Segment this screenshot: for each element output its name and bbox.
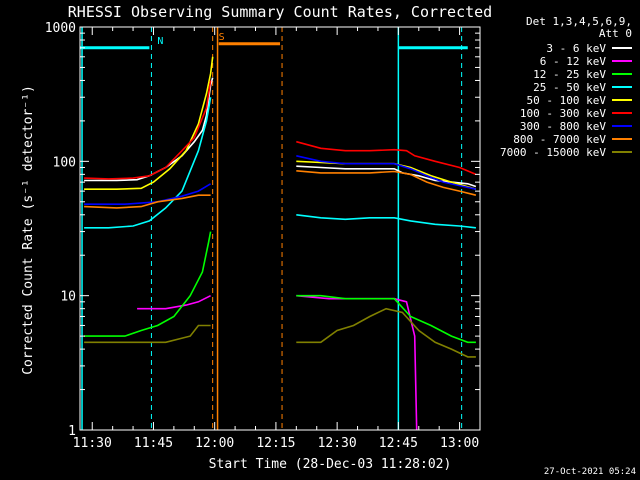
x-tick-label: 11:30 (73, 436, 112, 451)
legend-entry-label: 25 - 50 keV (533, 81, 606, 94)
x-axis-label: Start Time (28-Dec-03 11:28:02) (209, 457, 452, 472)
legend-entry-label: 3 - 6 keV (546, 42, 606, 55)
footer-timestamp: 27-Oct-2021 05:24 (544, 467, 636, 477)
y-tick-label: 10 (60, 290, 76, 305)
legend-header-line: Att 0 (599, 27, 632, 40)
legend-entry-label: 100 - 300 keV (520, 107, 606, 120)
night-bar-label: N (157, 36, 163, 47)
series-line-800-7000-kev-kev (84, 170, 477, 209)
series-line-25-50-kev-kev (84, 97, 476, 229)
series-line-100-300-kev-kev (84, 80, 477, 180)
series-layer (84, 56, 477, 431)
series-line-7000-15000-kev-kev (84, 307, 476, 358)
x-tick-label: 12:45 (379, 436, 418, 451)
chart-title: RHESSI Observing Summary Count Rates, Co… (68, 3, 492, 21)
y-tick-label: 1 (68, 424, 76, 439)
series-line-300-800-kev-kev (84, 155, 477, 205)
x-tick-label: 11:45 (134, 436, 173, 451)
y-tick-label: 100 (53, 155, 76, 170)
legend-entry-label: 50 - 100 keV (527, 94, 607, 107)
legend-entry-label: 6 - 12 keV (540, 55, 607, 68)
x-tick-label: 13:00 (440, 436, 479, 451)
x-tick-label: 12:15 (256, 436, 295, 451)
plot-frame (79, 26, 481, 431)
legend-entry-label: 800 - 7000 keV (513, 133, 606, 146)
series-line-12-25-kev-kev (84, 231, 476, 344)
legend-header-line: Det 1,3,4,5,6,9, (526, 15, 632, 28)
y-axis-label: Corrected Count Rate (s⁻¹ detector⁻¹) (21, 85, 36, 375)
legend-entry-label: 12 - 25 keV (533, 68, 606, 81)
legend-entry-label: 300 - 800 keV (520, 120, 606, 133)
x-tick-label: 12:30 (318, 436, 357, 451)
x-tick-label: 12:00 (195, 436, 234, 451)
axes-layer: 11:30 11:45 12:00 12:15 12:30 12:45 13:00 1 10 10… (45, 21, 480, 451)
legend-entry-label: 7000 - 15000 keV (500, 146, 606, 159)
y-tick-label: 1000 (45, 21, 76, 36)
saa-bar-label: S (219, 32, 225, 43)
